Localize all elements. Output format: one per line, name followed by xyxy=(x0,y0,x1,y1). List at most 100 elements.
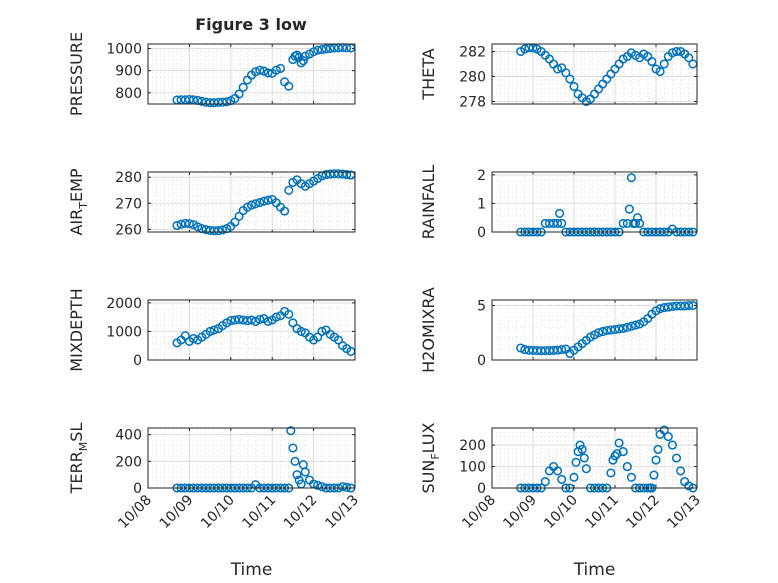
panel-0-marker xyxy=(197,96,207,106)
panel-1-marker xyxy=(659,59,669,69)
panel-5-ylabel: H2OMIXRA xyxy=(419,287,438,373)
panel-0-ytick-label: 900 xyxy=(115,64,142,80)
panel-0-marker xyxy=(251,67,261,77)
panel-4-ytick-label: 0 xyxy=(133,353,142,369)
panel-7-marker xyxy=(671,453,682,463)
panel-3-marker xyxy=(626,173,636,183)
panel-6-ytick-label: 400 xyxy=(115,428,142,444)
panel-3-ylabel: RAINFALL xyxy=(419,165,438,240)
panel-4-ytick-label: 2000 xyxy=(106,296,142,312)
panel-6-marker xyxy=(313,480,323,490)
panel-7-background xyxy=(492,428,697,488)
panel-6-ytick-label: 200 xyxy=(115,454,142,470)
panel-7-xtick-label: 10/12 xyxy=(623,492,663,532)
panel-5-background xyxy=(492,300,697,360)
panel-3-ytick-label: 0 xyxy=(477,225,486,241)
panel-4-ytick-label: 1000 xyxy=(106,324,142,340)
panel-2-marker xyxy=(333,169,343,179)
panel-2-marker xyxy=(180,218,190,228)
panel-5-marker xyxy=(614,324,624,334)
panel-1-marker xyxy=(647,56,657,67)
panel-0-ylabel: PRESSURE xyxy=(67,32,86,116)
panel-2-marker xyxy=(172,220,182,231)
panel-0-marker xyxy=(321,44,331,54)
panel-4-marker xyxy=(251,316,261,326)
panel-2-marker xyxy=(321,170,331,180)
panel-7-marker xyxy=(649,470,659,480)
panel-1-marker xyxy=(520,44,530,54)
panel-7-marker xyxy=(676,466,686,476)
panel-7-xtick-label: 10/09 xyxy=(500,492,540,532)
panel-0-marker xyxy=(309,47,319,57)
panel-5-marker xyxy=(594,328,604,338)
panel-1-ytick-label: 280 xyxy=(459,70,486,86)
panel-0-marker xyxy=(313,45,323,55)
ylabel-part: AIR xyxy=(67,209,86,236)
panel-2-axes-box xyxy=(147,171,356,233)
panel-7-xtick-label: 10/11 xyxy=(582,492,622,532)
panel-5-marker xyxy=(626,321,636,331)
panel-6-marker xyxy=(286,426,296,436)
panel-3-marker xyxy=(557,218,567,228)
panel-4-marker xyxy=(317,326,327,336)
panel-4-marker xyxy=(255,314,265,324)
panel-6-xtick-label: 10/10 xyxy=(198,492,238,532)
panel-2-marker xyxy=(213,226,223,236)
panel-5-marker xyxy=(622,322,632,332)
panel-7-marker xyxy=(571,457,581,467)
panel-0-marker xyxy=(271,65,281,75)
panel-7-marker xyxy=(557,474,567,484)
panel-6-ylabel: TERRMSL xyxy=(67,423,90,495)
panel-1-axes-box xyxy=(491,43,698,105)
panel-1-ylabel: THETA xyxy=(419,48,438,100)
panel-5-marker xyxy=(598,327,608,337)
panel-2-marker xyxy=(246,200,257,210)
ylabel-part: T xyxy=(77,202,90,210)
panel-1-marker xyxy=(684,53,694,63)
panel-0-marker xyxy=(275,63,286,73)
panel-2-marker xyxy=(338,169,348,179)
panel-0-marker xyxy=(317,45,327,55)
panel-0-marker xyxy=(259,66,269,76)
ylabel-part: LUX xyxy=(419,422,438,453)
panel-7-marker xyxy=(651,455,661,465)
panel-0-marker xyxy=(238,82,248,92)
panel-6-marker xyxy=(338,482,348,492)
panel-6-xtick-label: 10/09 xyxy=(157,492,197,532)
panel-2-marker xyxy=(209,226,219,236)
panel-6-marker xyxy=(317,482,327,492)
panel-6-marker xyxy=(292,470,302,480)
panel-7-marker xyxy=(626,472,636,482)
panel-0-marker xyxy=(292,50,302,60)
panel-7-xtick-label: 10/10 xyxy=(541,492,581,532)
panel-2-marker xyxy=(284,185,294,195)
panel-4-marker xyxy=(296,326,306,336)
panel-2-marker xyxy=(263,195,273,205)
panel-0-marker xyxy=(184,95,194,105)
ylabel-part: TERR xyxy=(67,451,86,494)
ylabel-part: M xyxy=(77,442,90,452)
panel-3-background xyxy=(492,172,697,232)
panel-7-marker xyxy=(614,438,624,448)
panel-0-axes-box xyxy=(147,43,356,105)
panel-2-marker xyxy=(255,197,265,208)
panel-1-marker xyxy=(569,81,579,92)
panel-0-ytick-label: 1000 xyxy=(106,41,142,57)
panel-7-marker xyxy=(653,444,663,454)
panel-4-marker xyxy=(271,312,281,322)
panel-5-marker xyxy=(684,300,694,311)
panel-6-xlabel: Time xyxy=(230,560,273,580)
panel-4-marker xyxy=(209,325,219,335)
panel-2-marker xyxy=(184,219,194,229)
panel-4-marker xyxy=(234,314,244,324)
panel-0-marker xyxy=(296,58,306,68)
panel-7-xtick-label: 10/08 xyxy=(459,492,499,532)
panel-7-marker xyxy=(577,444,587,454)
panel-5-marker xyxy=(630,320,641,330)
panel-2-ytick-label: 280 xyxy=(115,170,142,186)
panel-0-marker xyxy=(284,81,294,91)
panel-7-marker xyxy=(581,464,591,474)
panel-2-marker xyxy=(217,225,228,235)
panel-6-xtick-label: 10/13 xyxy=(322,492,362,532)
